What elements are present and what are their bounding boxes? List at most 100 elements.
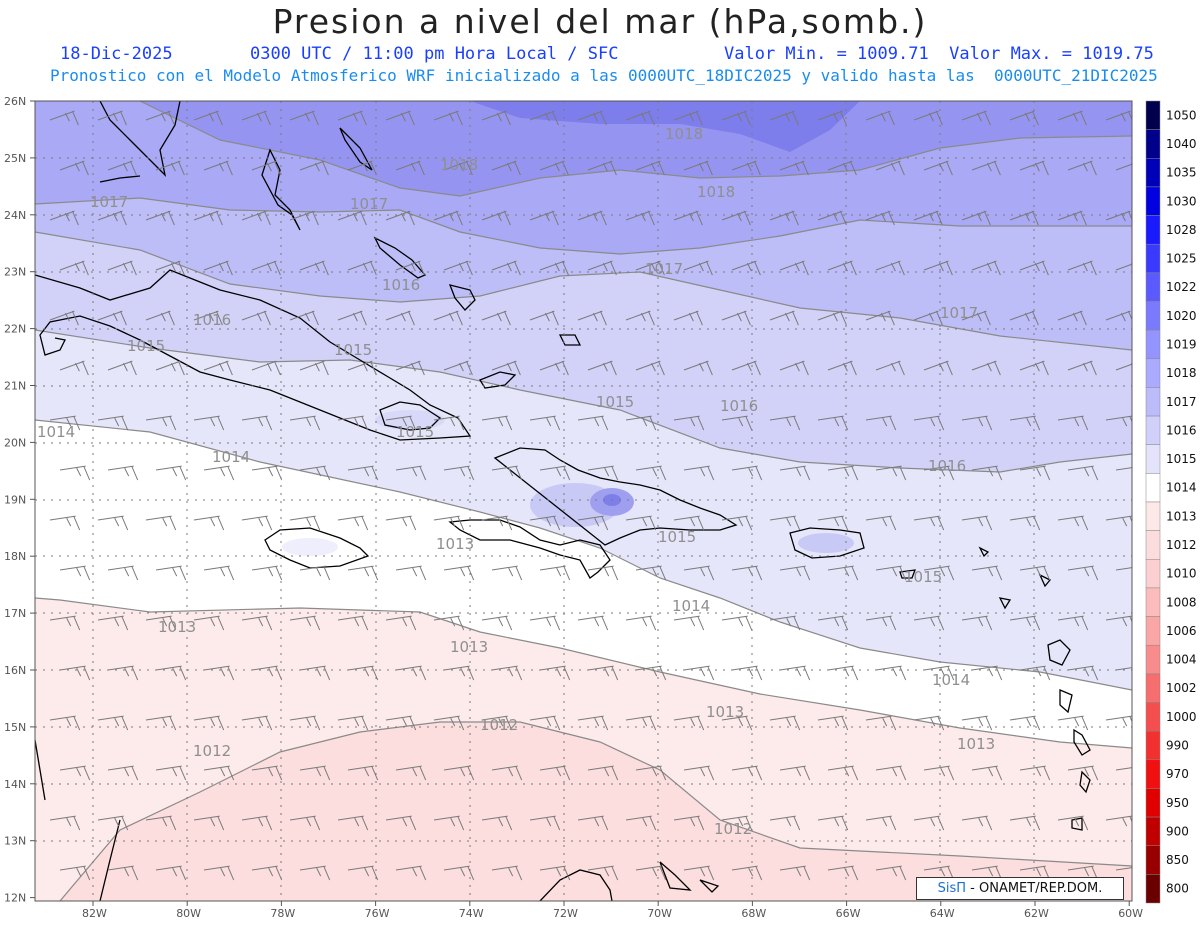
wind-barb — [827, 465, 859, 481]
wind-barb — [673, 715, 705, 731]
longitude-axis: 82W 80W 78W 76W 74W 72W 70W 68W 66W 64W 62W 60W — [82, 901, 1143, 920]
wind-barb — [769, 815, 801, 831]
contour-label: 1015 — [396, 423, 434, 441]
wind-barb — [443, 260, 473, 276]
wind-barb — [865, 415, 897, 431]
wind-barb — [865, 210, 895, 226]
wind-barb — [299, 865, 331, 881]
wind-barb — [145, 310, 175, 326]
wind-barb — [395, 865, 427, 881]
wind-barb — [913, 210, 943, 226]
contour-label: 1017 — [645, 260, 683, 278]
grid — [35, 101, 1132, 901]
wind-barb — [817, 210, 847, 226]
wind-barb — [971, 765, 1003, 781]
cuba-coast — [35, 269, 472, 441]
colorbar-swatch — [1145, 730, 1161, 761]
wind-barb — [865, 715, 897, 731]
colorbar-label: 1025 — [1166, 252, 1197, 266]
wind-barb — [779, 865, 811, 881]
wind-barb — [769, 415, 801, 431]
wind-barb — [49, 210, 79, 226]
wind-barb — [587, 865, 619, 881]
wind-barb — [1057, 110, 1087, 126]
wind-barb — [1057, 815, 1089, 831]
contour-label: 1016 — [928, 457, 966, 475]
contour-label: 1012 — [480, 716, 518, 734]
wind-barb — [395, 765, 427, 781]
wind-barb — [827, 665, 859, 681]
wind-barb — [97, 515, 129, 531]
wind-barb — [337, 815, 369, 831]
wind-barb — [961, 210, 991, 226]
wind-barb — [923, 160, 953, 176]
model-info-label: Pronostico con el Modelo Atmosferico WRF… — [50, 66, 1158, 85]
wind-barb — [49, 415, 81, 431]
contour-label: 1018 — [440, 156, 478, 174]
colorbar-label: 1035 — [1166, 166, 1197, 180]
wind-barb — [251, 260, 281, 276]
lat-tick-label: 21N — [4, 380, 26, 393]
contour-label: 1018 — [665, 125, 703, 143]
lat-tick-label: 13N — [4, 835, 26, 848]
wind-barb — [203, 360, 233, 376]
band-1011 — [60, 722, 1132, 901]
wind-barb — [635, 865, 667, 881]
wind-barb — [491, 160, 521, 176]
wind-barb — [731, 260, 761, 276]
wind-barb — [577, 310, 607, 326]
lat-tick-label: 23N — [4, 266, 26, 279]
wind-barb — [155, 565, 187, 581]
wind-barb — [923, 260, 953, 276]
wind-barb — [203, 260, 233, 276]
wind-barb — [145, 515, 177, 531]
wind-barb — [289, 310, 319, 326]
colorbar-label: 1019 — [1166, 337, 1197, 351]
pocket-jamaica — [282, 538, 338, 556]
lat-tick-label: 15N — [4, 721, 26, 734]
wind-barb — [481, 415, 513, 431]
wind-barb — [587, 465, 619, 481]
wind-barb — [107, 865, 139, 881]
colorbar-label: 1012 — [1166, 538, 1197, 552]
wind-barb — [299, 765, 331, 781]
colorbar-swatch — [1145, 587, 1161, 617]
wind-barb — [769, 210, 799, 226]
colorbar-swatch — [1145, 759, 1161, 789]
wind-barb — [961, 815, 993, 831]
wind-barb — [155, 160, 185, 176]
wind-barb — [251, 465, 283, 481]
wind-barb — [683, 865, 715, 881]
wind-barb — [145, 615, 177, 631]
wind-barb — [577, 815, 609, 831]
contour-label: 1013 — [706, 703, 744, 721]
wind-barb — [443, 865, 475, 881]
wind-barb — [1009, 110, 1039, 126]
lat-tick-label: 16N — [4, 664, 26, 677]
lon-tick-label: 80W — [176, 907, 201, 920]
wind-barb — [721, 815, 753, 831]
wind-barb — [1067, 565, 1099, 581]
wind-barb — [289, 715, 321, 731]
wind-barb — [433, 815, 465, 831]
colorbar-swatch — [1145, 301, 1161, 331]
colorbar-label: 1022 — [1166, 280, 1197, 294]
wind-barb — [241, 415, 273, 431]
contour-label: 1015 — [596, 393, 634, 411]
wind-barb — [529, 715, 561, 731]
wind-barb — [827, 360, 857, 376]
wind-barb — [577, 415, 609, 431]
wind-barb — [721, 110, 751, 126]
wind-barb — [913, 310, 943, 326]
wind-barb — [241, 515, 273, 531]
wind-barb — [1115, 667, 1132, 671]
wind-barb — [1067, 160, 1097, 176]
wind-barb — [731, 765, 763, 781]
wind-barb — [337, 110, 367, 126]
sistema-brand: SisΠ — [937, 881, 967, 896]
wind-barb — [385, 110, 415, 126]
wind-barb — [49, 310, 79, 326]
wind-barb — [913, 715, 945, 731]
wind-barb — [1105, 210, 1132, 222]
wind-barb — [1105, 715, 1132, 727]
